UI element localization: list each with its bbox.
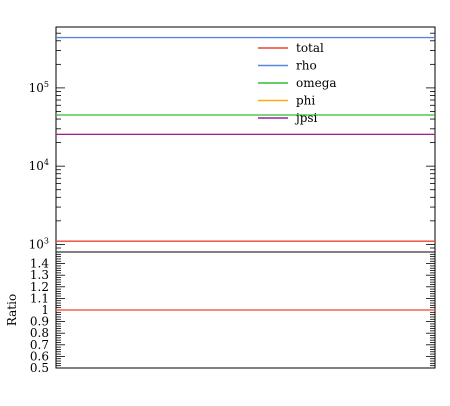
main-y-tick-label: 103: [29, 236, 49, 251]
legend-label-rho: rho: [296, 59, 317, 73]
main-y-tick-label-base: 10: [29, 81, 44, 95]
ratio-y-tick-label: 1: [41, 303, 49, 317]
legend-label-total: total: [296, 41, 324, 55]
legend-label-jpsi: jpsi: [294, 111, 318, 125]
main-y-tick-label: 105: [29, 80, 49, 95]
ratio-y-tick-label: 0.5: [30, 361, 49, 375]
ratio-y-tick-label: 1.2: [30, 280, 49, 294]
main-y-tick-label-exp: 4: [44, 158, 49, 167]
ratio-y-tick-label: 1.1: [30, 291, 49, 305]
legend-label-phi: phi: [296, 94, 315, 108]
ratio-y-tick-label: 0.6: [30, 349, 49, 363]
main-y-tick-label: 104: [29, 158, 49, 173]
ratio-y-tick-label: 1.4: [30, 257, 49, 271]
ratio-y-axis-label: Ratio: [5, 294, 19, 326]
ratio-y-tick-label: 1.3: [30, 268, 49, 282]
legend-label-omega: omega: [296, 76, 337, 90]
main-plot-frame: [55, 26, 436, 253]
ratio-y-tick-label: 0.7: [30, 338, 49, 352]
main-y-tick-label-base: 10: [29, 159, 44, 173]
ratio-panel: 0.50.60.70.80.911.11.21.31.4 Ratio: [5, 251, 436, 375]
main-y-tick-label-exp: 3: [44, 236, 49, 245]
ratio-y-tick-label: 0.8: [30, 326, 49, 340]
ratio-y-tick-label: 0.9: [30, 315, 49, 329]
main-y-tick-label-base: 10: [29, 237, 44, 251]
main-y-tick-label-exp: 5: [44, 80, 49, 89]
